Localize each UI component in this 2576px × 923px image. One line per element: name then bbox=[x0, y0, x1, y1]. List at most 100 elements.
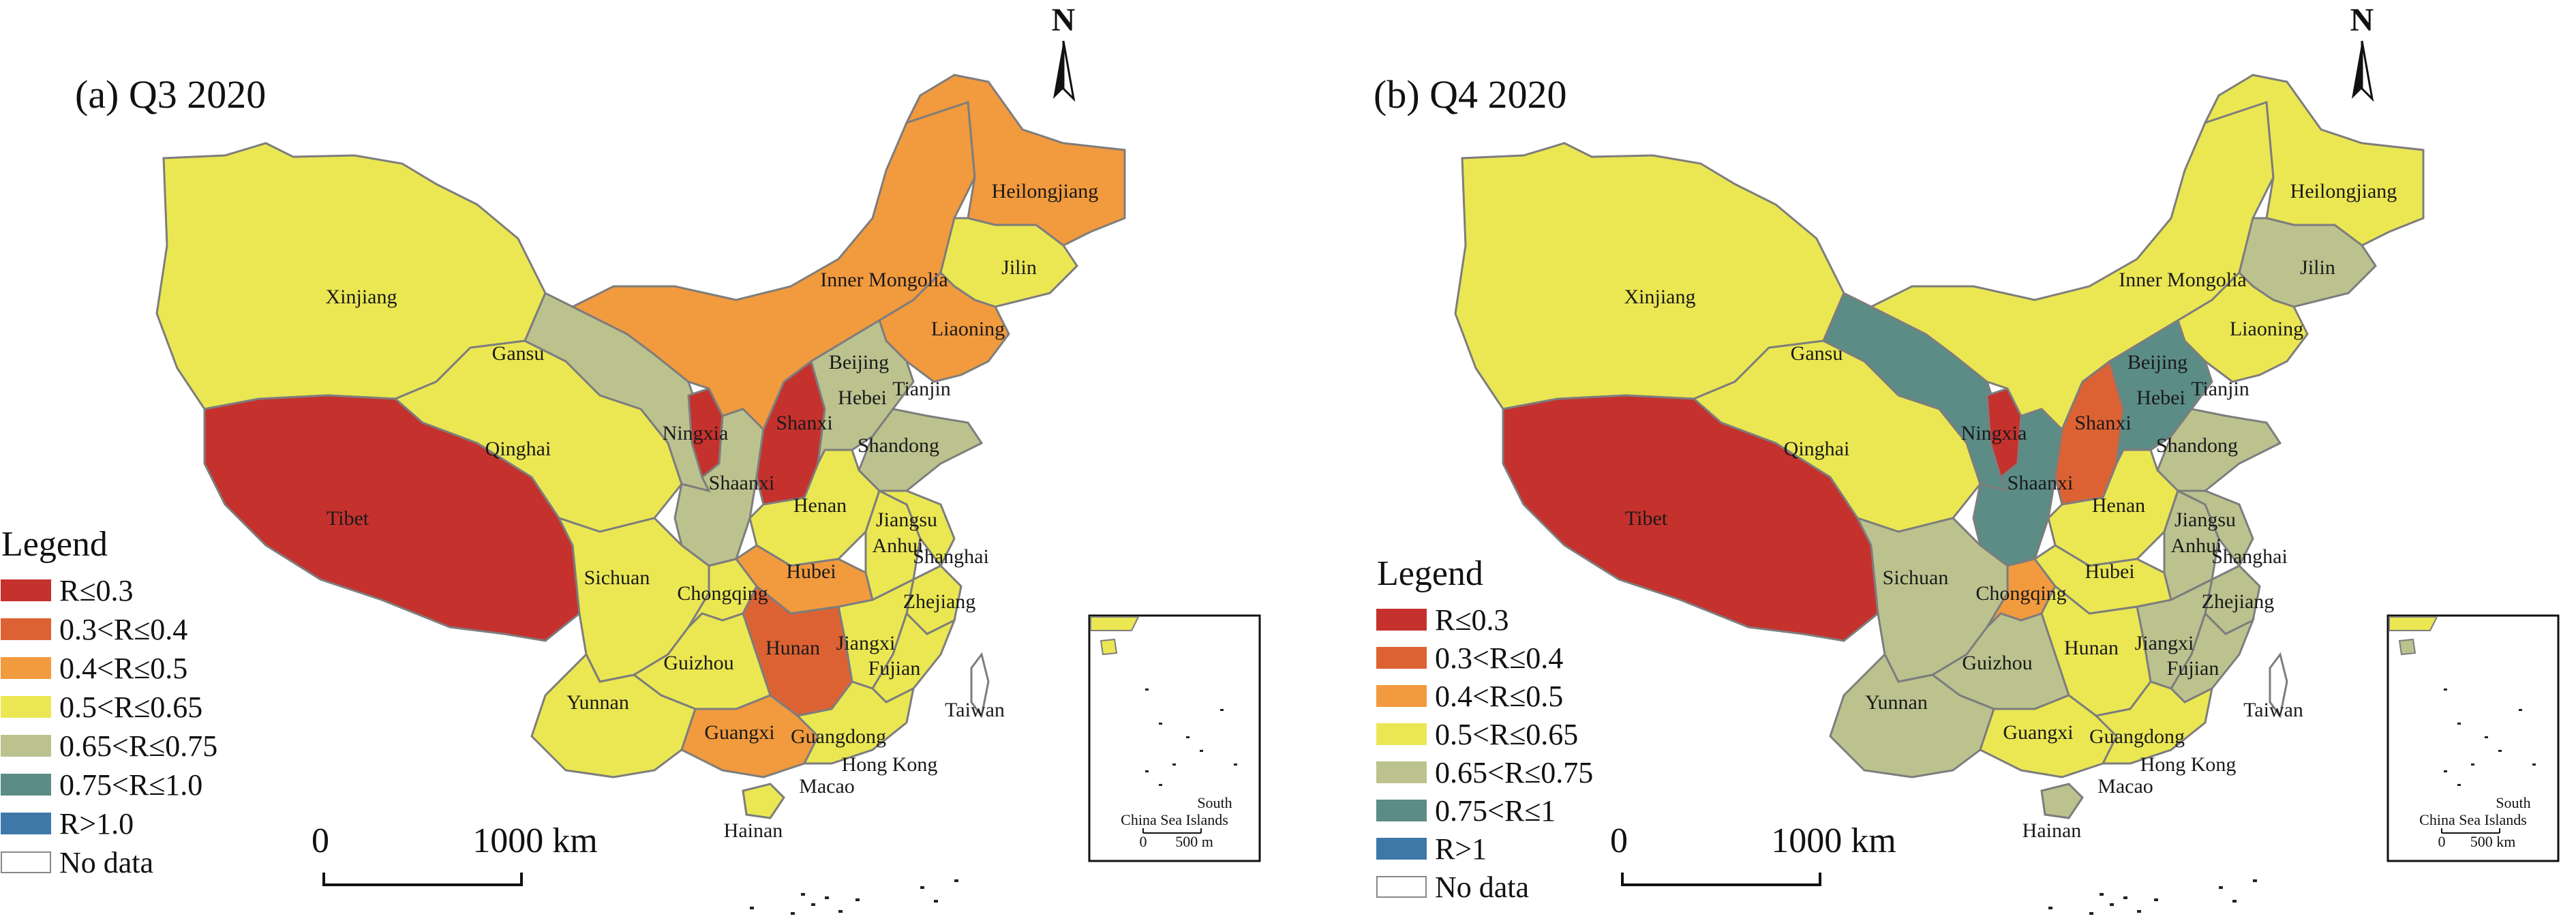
label-hainan: Hainan bbox=[2022, 819, 2082, 842]
legend-swatch bbox=[1, 579, 51, 601]
label-henan: Henan bbox=[793, 494, 847, 517]
label-guizhou: Guizhou bbox=[1962, 652, 2032, 674]
label-yunnan: Yunnan bbox=[566, 691, 629, 714]
legend-swatch bbox=[1, 774, 51, 796]
province-taiwan bbox=[2269, 652, 2288, 718]
label-anhui: Anhui bbox=[873, 534, 924, 557]
inset-scale-start: 0 bbox=[1140, 833, 1147, 850]
legend-label: 0.5<R≤0.65 bbox=[59, 691, 202, 724]
label-shanxi: Shanxi bbox=[776, 412, 832, 434]
label-anhui: Anhui bbox=[2171, 534, 2222, 557]
label-chongqing: Chongqing bbox=[1975, 582, 2066, 605]
label-heilongjiang: Heilongjiang bbox=[2290, 180, 2397, 202]
label-hong-kong: Hong Kong bbox=[2140, 753, 2237, 776]
legend-label: 0.3<R≤0.4 bbox=[1435, 641, 1563, 675]
label-hunan: Hunan bbox=[2064, 637, 2119, 659]
legend-swatch bbox=[1376, 723, 1427, 745]
provinces bbox=[1454, 74, 2425, 819]
label-xinjiang: Xinjiang bbox=[326, 286, 397, 308]
label-guangxi: Guangxi bbox=[2003, 721, 2073, 744]
legend-swatch bbox=[1376, 609, 1427, 631]
label-jiangxi: Jiangxi bbox=[836, 632, 896, 654]
legend-label: R>1 bbox=[1435, 832, 1487, 866]
label-taiwan: Taiwan bbox=[2243, 699, 2303, 721]
legend-swatch bbox=[1376, 761, 1427, 783]
label-guangdong: Guangdong bbox=[791, 725, 886, 748]
legend-label: R>1.0 bbox=[59, 807, 134, 841]
label-hunan: Hunan bbox=[766, 637, 820, 659]
province-labels: Xinjiang Tibet Qinghai Gansu Ningxia Shaanxi S… bbox=[326, 180, 1099, 842]
label-shandong: Shandong bbox=[2156, 434, 2238, 457]
label-heilongjiang: Heilongjiang bbox=[992, 180, 1099, 202]
legend-label: R≤0.3 bbox=[1435, 603, 1509, 637]
label-inner-mongolia: Inner Mongolia bbox=[2119, 269, 2246, 291]
label-xinjiang: Xinjiang bbox=[1624, 286, 1696, 308]
label-hebei: Hebei bbox=[2136, 387, 2185, 409]
panel-title: (b) Q4 2020 bbox=[1374, 72, 1567, 117]
legend-swatch bbox=[1, 735, 51, 757]
label-shanghai: Shanghai bbox=[913, 545, 989, 568]
label-shaanxi: Shaanxi bbox=[2007, 472, 2074, 494]
label-tibet: Tibet bbox=[1625, 507, 1668, 530]
legend-swatch bbox=[1376, 876, 1427, 898]
label-jilin: Jilin bbox=[2300, 256, 2335, 279]
label-sichuan: Sichuan bbox=[1883, 566, 1949, 589]
province-guangdong bbox=[2093, 680, 2214, 765]
legend-swatch bbox=[1, 618, 51, 640]
legend-a: Legend R≤0.3 0.3<R≤0.4 0.4<R≤0.5 0.5<R≤0.65 0… bbox=[1, 525, 217, 879]
scale-start: 0 bbox=[312, 821, 329, 860]
legend-swatch bbox=[1376, 800, 1427, 821]
legend-label: R≤0.3 bbox=[59, 574, 134, 607]
legend-swatch bbox=[1376, 838, 1427, 860]
legend-label: No data bbox=[59, 846, 153, 879]
label-gansu: Gansu bbox=[492, 342, 545, 365]
label-sichuan: Sichuan bbox=[584, 566, 650, 589]
legend-swatch bbox=[1376, 647, 1427, 669]
scale-start: 0 bbox=[1610, 821, 1628, 860]
label-jiangxi: Jiangxi bbox=[2135, 632, 2194, 654]
inset-scale-end: 500 m bbox=[1175, 833, 1213, 850]
legend-label: 0.65<R≤0.75 bbox=[59, 729, 217, 763]
legend-label: 0.3<R≤0.4 bbox=[59, 613, 187, 646]
province-yunnan bbox=[1829, 652, 1995, 778]
inset-title-line1: South bbox=[1197, 794, 1232, 811]
label-shanxi: Shanxi bbox=[2074, 412, 2131, 434]
province-heilongjiang bbox=[905, 74, 1126, 247]
label-tibet: Tibet bbox=[327, 507, 369, 530]
legend-swatch bbox=[1, 696, 51, 718]
label-fujian: Fujian bbox=[868, 657, 921, 680]
legend-title: Legend bbox=[1, 525, 108, 564]
north-label: N bbox=[1052, 2, 1076, 38]
label-shaanxi: Shaanxi bbox=[709, 472, 775, 494]
map-panel-a: (a) Q3 2020 Xinjiang Tibet Qinghai Gansu Ning… bbox=[75, 2, 1261, 915]
province-heilongjiang bbox=[2203, 74, 2425, 247]
province-hainan bbox=[2040, 783, 2084, 819]
province-yunnan bbox=[530, 652, 697, 778]
label-qinghai: Qinghai bbox=[485, 438, 551, 460]
provinces bbox=[155, 74, 1126, 819]
legend-label: 0.4<R≤0.5 bbox=[59, 652, 187, 685]
map-panel-b: (b) Q4 2020 Xinjiang Tibet Qinghai Gansu Ning… bbox=[1374, 2, 2560, 915]
province-taiwan bbox=[970, 652, 990, 718]
province-jiangsu bbox=[2177, 489, 2254, 568]
label-hubei: Hubei bbox=[786, 560, 836, 583]
scs-islands bbox=[2048, 879, 2257, 915]
label-inner-mongolia: Inner Mongolia bbox=[820, 269, 948, 291]
label-macao: Macao bbox=[799, 775, 855, 798]
label-fujian: Fujian bbox=[2167, 657, 2219, 680]
label-ningxia: Ningxia bbox=[663, 422, 729, 444]
scale-end: 1000 km bbox=[1771, 821, 1896, 860]
label-liaoning: Liaoning bbox=[931, 318, 1005, 340]
north-arrow-icon bbox=[1053, 40, 1076, 102]
legend-label: 0.75<R≤1 bbox=[1435, 794, 1556, 828]
label-jiangsu: Jiangsu bbox=[876, 509, 937, 531]
label-taiwan: Taiwan bbox=[945, 699, 1005, 721]
label-qinghai: Qinghai bbox=[1784, 438, 1850, 460]
scale-bar: 0 1000 km bbox=[312, 821, 598, 886]
inset-scale-end: 500 km bbox=[2470, 833, 2516, 850]
inset-title-line2: China Sea Islands bbox=[1121, 811, 1228, 828]
province-hainan bbox=[742, 783, 785, 819]
label-shandong: Shandong bbox=[858, 434, 939, 457]
